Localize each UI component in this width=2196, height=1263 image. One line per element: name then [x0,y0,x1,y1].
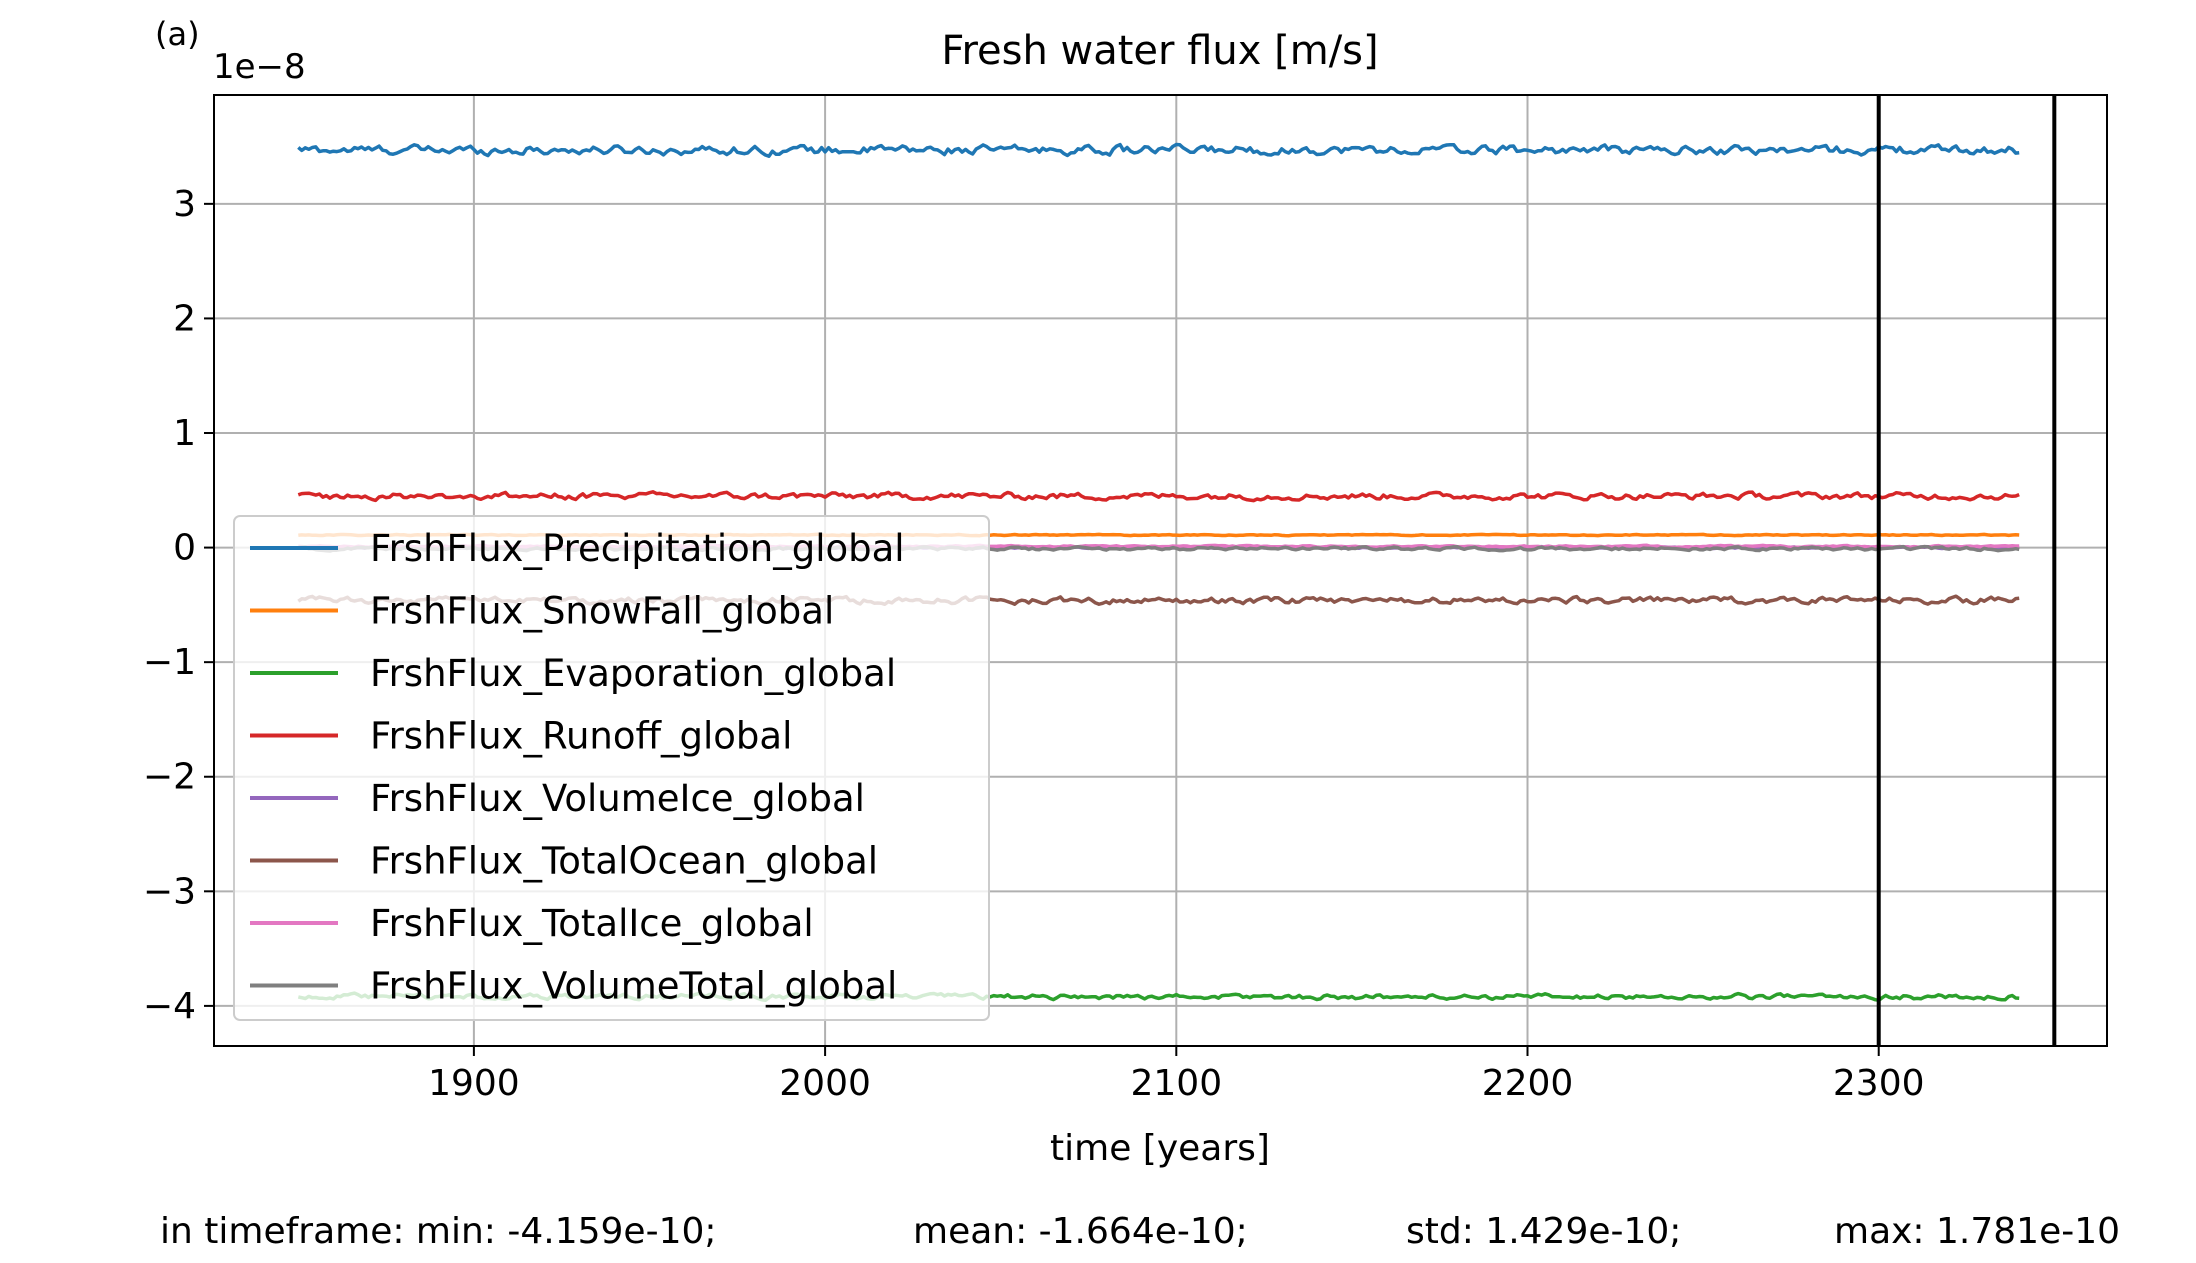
legend-box [233,515,990,1021]
x-axis-label: time [years] [1050,1128,1270,1169]
vertical-markers [1876,95,2057,1046]
y-tick-label: −3 [143,871,196,912]
plot-frame [213,94,2108,1047]
series-line-frshflux-precipitation-global [297,142,2020,158]
legend-label: FrshFlux_Evaporation_global [370,652,896,695]
x-tick-label: 2300 [1833,1063,1925,1104]
legend: FrshFlux_Precipitation_global FrshFlux_Sn… [233,515,990,1021]
legend-label: FrshFlux_Runoff_global [370,715,792,758]
y-scale-offset: 1e−8 [213,47,306,87]
legend-label: FrshFlux_Precipitation_global [370,527,905,570]
legend-label: FrshFlux_VolumeIce_global [370,777,865,820]
x-tick-label: 2100 [1130,1063,1222,1104]
y-tick-label: 1 [173,413,196,454]
series-line-frshflux-runoff-global [297,490,2020,503]
stat-mean: mean: -1.664e-10; [913,1211,1248,1252]
y-tick-label: −1 [143,642,196,683]
x-axis-ticks: 1900 2000 2100 2200 2300 [428,1046,1925,1104]
y-tick-label: −2 [143,757,196,798]
x-tick-label: 1900 [428,1063,520,1104]
stat-std: std: 1.429e-10; [1406,1211,1681,1252]
y-tick-label: 0 [173,528,196,569]
chart-title: Fresh water flux [m/s] [941,28,1378,74]
x-tick-label: 2000 [779,1063,871,1104]
stat-min: in timeframe: min: -4.159e-10; [160,1211,717,1252]
legend-label: FrshFlux_TotalIce_global [370,902,814,945]
panel-label: (a) [155,15,200,53]
y-tick-label: 3 [173,184,196,225]
legend-label: FrshFlux_TotalOcean_global [370,840,878,883]
stat-max: max: 1.781e-10 [1834,1211,2120,1252]
stats-footer: in timeframe: min: -4.159e-10; mean: -1.… [160,1211,2120,1252]
y-tick-label: −4 [143,986,196,1027]
y-axis-ticks: −4 −3 −2 −1 0 1 2 3 [143,184,214,1027]
y-tick-label: 2 [173,298,196,339]
x-tick-label: 2200 [1482,1063,1574,1104]
legend-label: FrshFlux_VolumeTotal_global [370,965,897,1008]
legend-label: FrshFlux_SnowFall_global [370,590,834,633]
